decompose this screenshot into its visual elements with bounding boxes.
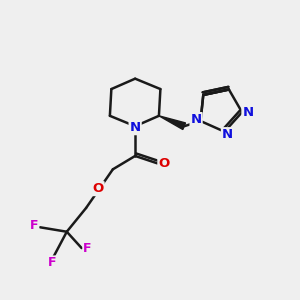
Text: N: N [242, 106, 253, 119]
Text: O: O [92, 182, 104, 195]
Text: N: N [130, 121, 141, 134]
Text: N: N [222, 128, 233, 141]
Text: O: O [158, 157, 169, 170]
Text: F: F [83, 242, 92, 255]
Text: F: F [30, 219, 38, 232]
Polygon shape [159, 116, 185, 130]
Text: F: F [48, 256, 56, 269]
Text: N: N [190, 113, 202, 126]
